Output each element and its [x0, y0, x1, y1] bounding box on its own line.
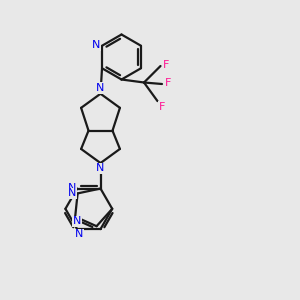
Text: N: N: [68, 183, 76, 193]
Text: N: N: [68, 188, 76, 198]
Text: F: F: [159, 101, 166, 112]
Text: N: N: [96, 83, 105, 93]
Text: N: N: [92, 40, 100, 50]
Text: F: F: [165, 78, 171, 88]
Text: N: N: [74, 230, 83, 239]
Text: N: N: [73, 217, 81, 226]
Text: N: N: [96, 164, 105, 173]
Text: F: F: [163, 60, 170, 70]
